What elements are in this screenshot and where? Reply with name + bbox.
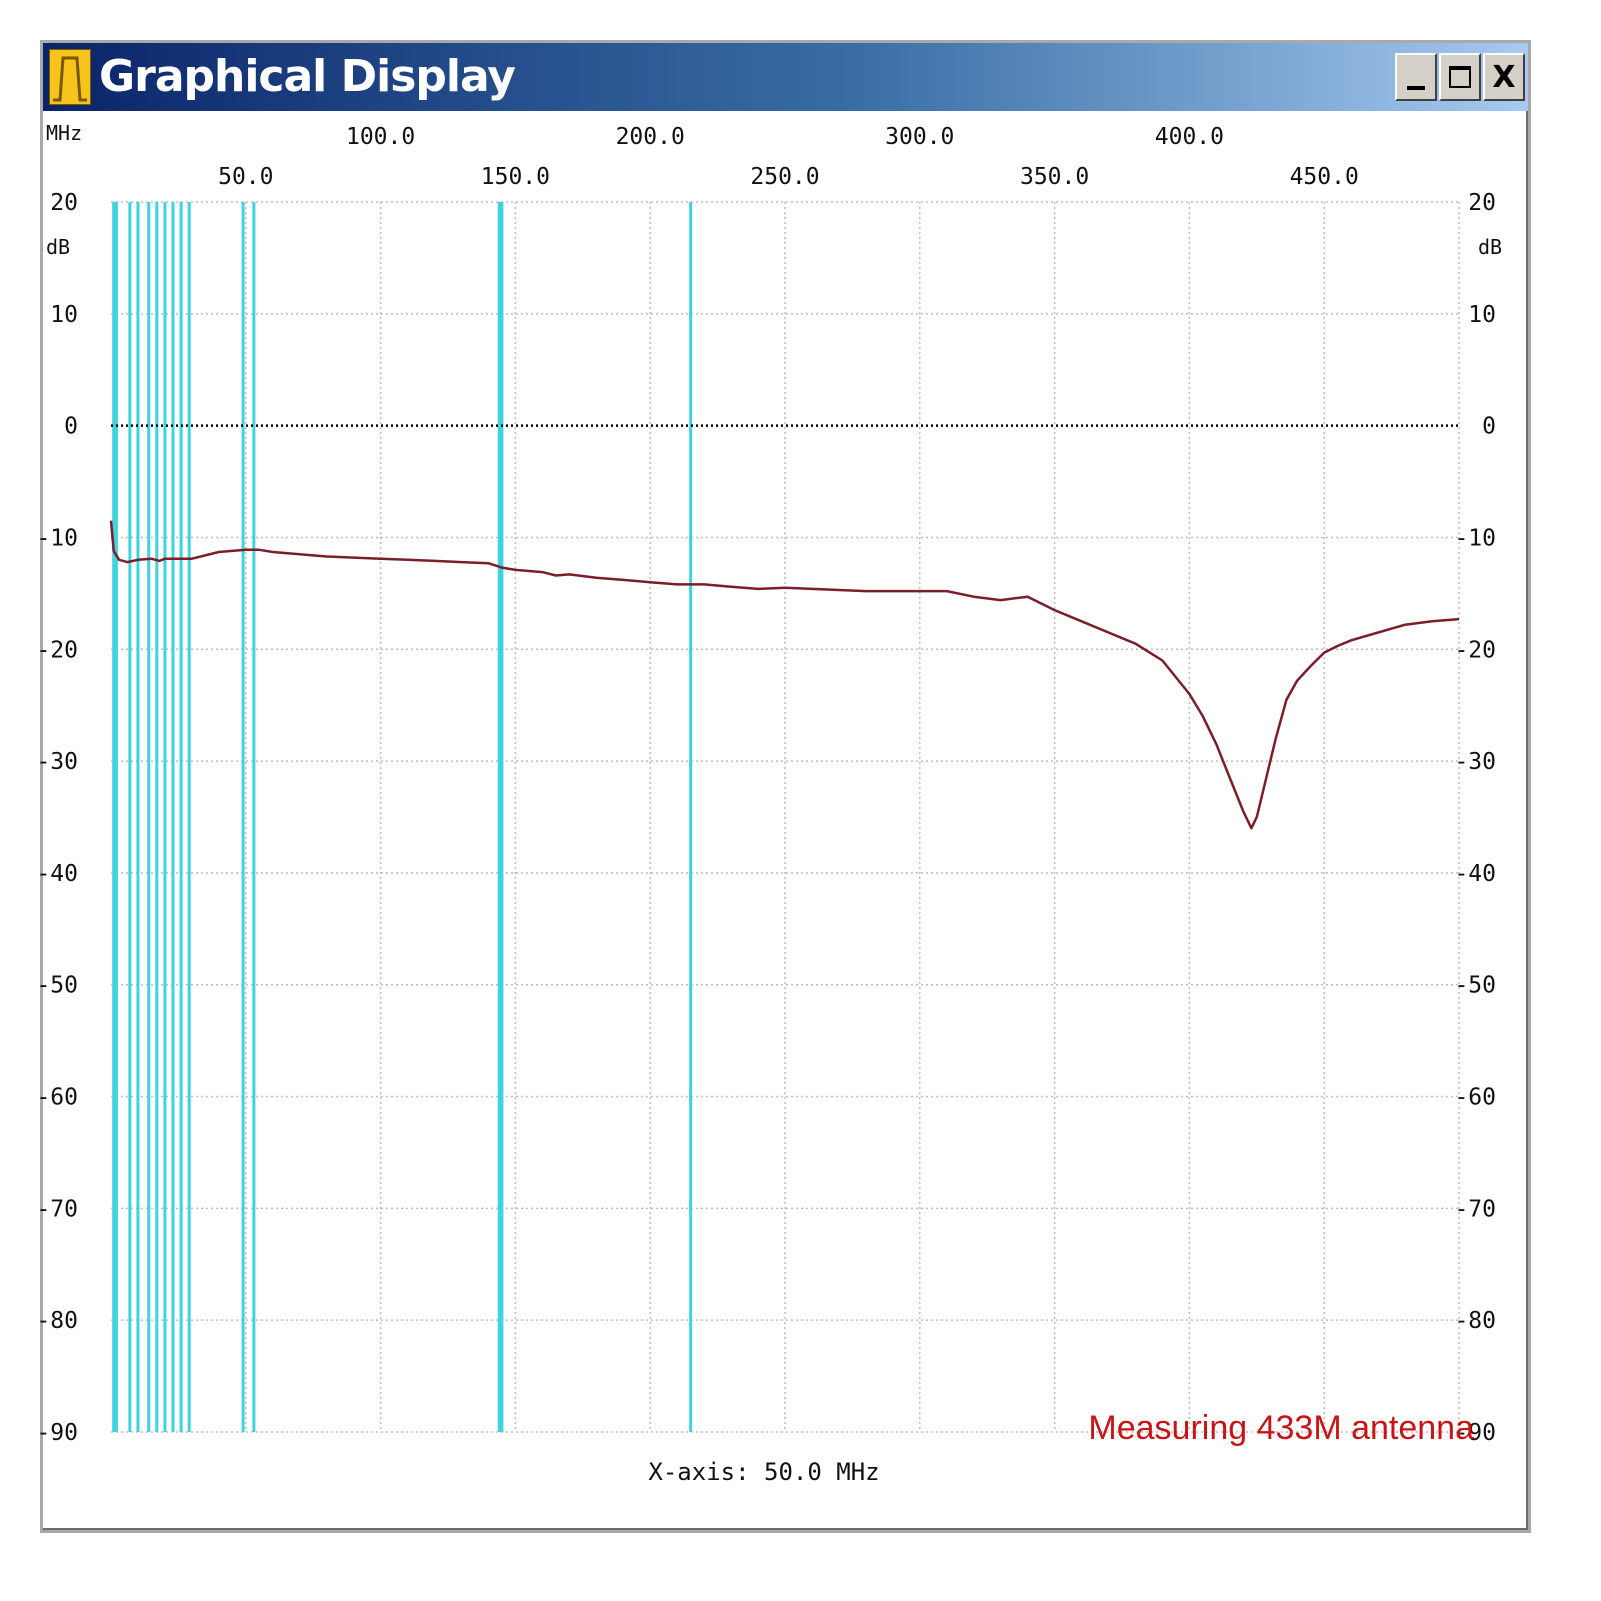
y-tick-label-left: -30 — [36, 749, 78, 775]
window-title: Graphical Display — [99, 51, 516, 102]
y-tick-label-left: -20 — [36, 637, 78, 663]
x-axis-scale-note: X-axis: 50.0 MHz — [648, 1458, 879, 1486]
filter-response-icon — [53, 56, 87, 102]
y-unit-label-left: dB — [46, 235, 70, 259]
y-tick-label-left: -60 — [36, 1085, 78, 1111]
y-tick-label-left: -90 — [36, 1420, 78, 1446]
y-tick-label-right: -50 — [1454, 973, 1496, 999]
y-tick-label-left: -40 — [36, 861, 78, 887]
y-tick-label-left: -70 — [36, 1196, 78, 1222]
y-tick-label-right: -10 — [1454, 525, 1496, 551]
measurement-caption: Measuring 433M antenna — [1088, 1409, 1474, 1447]
y-tick-label-left: 10 — [50, 302, 78, 328]
minimize-button[interactable] — [1395, 53, 1437, 101]
y-tick-label-right: 10 — [1468, 302, 1496, 328]
y-tick-label-right: -60 — [1454, 1085, 1496, 1111]
x-tick-label-top: 300.0 — [885, 124, 954, 150]
y-tick-label-right: -30 — [1454, 749, 1496, 775]
y-tick-label-left: 0 — [64, 414, 78, 440]
y-tick-label-right: -20 — [1454, 637, 1496, 663]
x-tick-label-bottom: 450.0 — [1290, 164, 1359, 190]
maximize-icon — [1449, 66, 1471, 88]
x-tick-label-bottom: 250.0 — [750, 164, 819, 190]
y-tick-label-right: -80 — [1454, 1308, 1496, 1334]
maximize-button[interactable] — [1439, 53, 1481, 101]
minimize-icon — [1407, 86, 1425, 90]
y-tick-label-right: 20 — [1468, 190, 1496, 216]
y-tick-label-right: -40 — [1454, 861, 1496, 887]
x-tick-label-bottom: 150.0 — [481, 164, 550, 190]
x-tick-label-top: 400.0 — [1155, 124, 1224, 150]
x-tick-label-bottom: 350.0 — [1020, 164, 1089, 190]
y-tick-label-right: -90 — [1454, 1420, 1496, 1446]
app-icon — [49, 49, 91, 105]
y-unit-label-right: dB — [1478, 235, 1502, 259]
x-tick-label-bottom: 50.0 — [218, 164, 273, 190]
frequency-markers — [112, 202, 693, 1432]
y-tick-label-left: -80 — [36, 1308, 78, 1334]
y-tick-label-right: -70 — [1454, 1196, 1496, 1222]
title-bar[interactable]: Graphical Display X — [43, 43, 1528, 111]
close-icon: X — [1492, 59, 1516, 95]
y-tick-label-left: -10 — [36, 525, 78, 551]
trace-layer — [109, 520, 1460, 830]
y-tick-label-right: 0 — [1482, 414, 1496, 440]
response-trace — [109, 520, 1460, 830]
axis-labels: MHz dB dB X-axis: 50.0 MHz 100.0 200.0 300… — [36, 121, 1502, 1486]
x-tick-label-top: 200.0 — [616, 124, 685, 150]
y-tick-label-left: -50 — [36, 973, 78, 999]
y-tick-label-left: 20 — [50, 190, 78, 216]
x-tick-label-top: 100.0 — [346, 124, 415, 150]
grid — [111, 201, 1460, 1433]
close-button[interactable]: X — [1483, 53, 1525, 101]
x-unit-label: MHz — [46, 121, 82, 145]
